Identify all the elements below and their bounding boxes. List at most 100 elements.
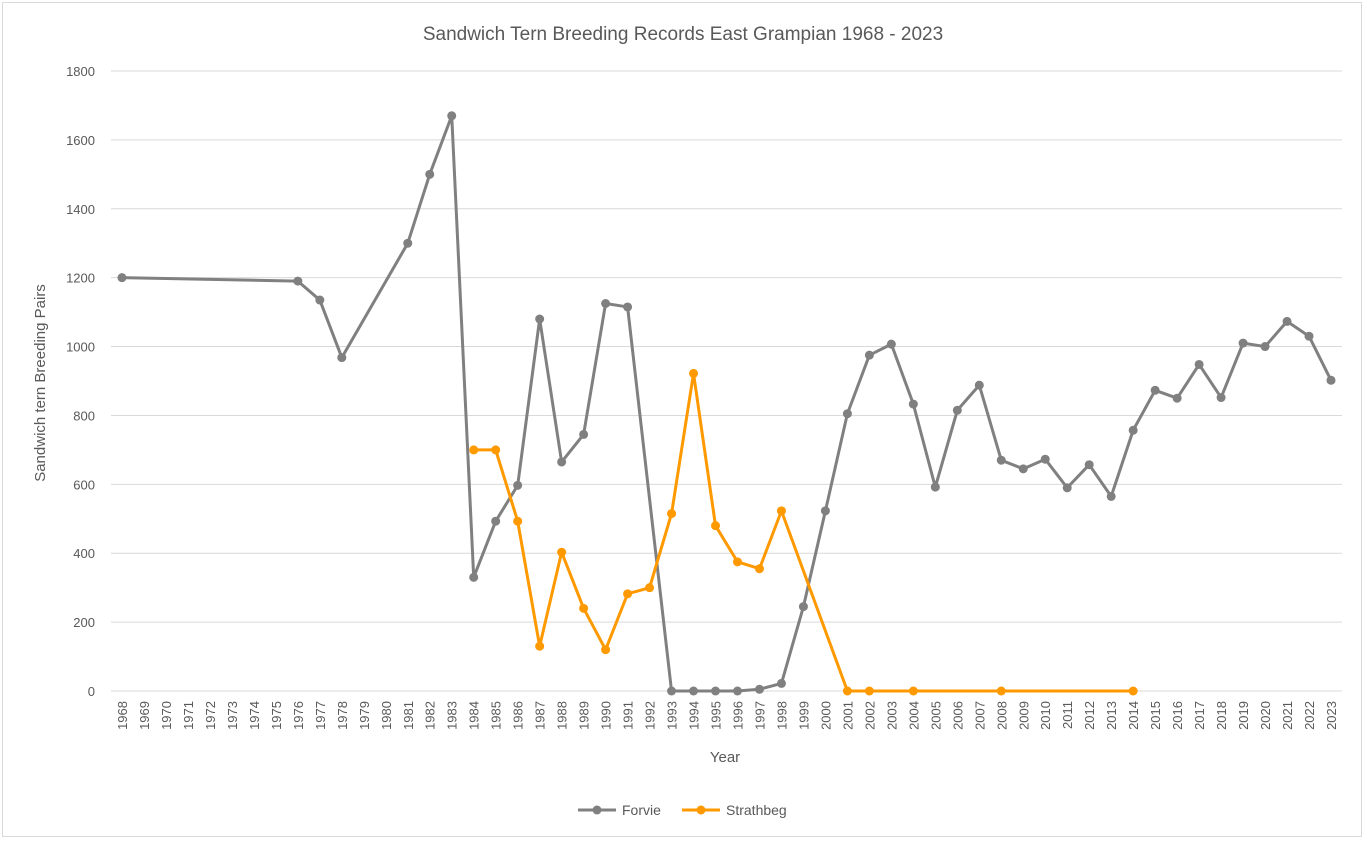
series-line [473,371,1134,693]
data-point [403,238,413,248]
x-tick-label: 1980 [379,701,394,730]
data-point [689,368,699,378]
data-point [1172,393,1182,403]
data-point [776,678,786,688]
data-point [1260,342,1270,352]
data-point [732,557,742,567]
data-point [491,445,501,455]
data-point [425,169,435,179]
y-tick-label: 800 [73,408,95,423]
x-tick-label: 1993 [665,701,680,730]
x-tick-label: 2014 [1126,701,1141,730]
x-tick-label: 2008 [994,701,1009,730]
data-point [1040,454,1050,464]
data-point [754,564,764,574]
y-tick-label: 1400 [66,202,95,217]
data-point [1194,359,1204,369]
series-forvie [117,111,1336,696]
x-tick-label: 1998 [774,701,789,730]
data-point [930,482,940,492]
x-tick-label: 2011 [1060,701,1075,729]
x-tick-label: 2019 [1236,701,1251,730]
data-point [974,380,984,390]
data-point [842,409,852,419]
legend-label: Forvie [622,802,661,818]
x-tick-label: 1983 [445,701,460,730]
data-point [667,509,677,519]
x-tick-label: 2022 [1302,701,1317,730]
line-chart: Sandwich Tern Breeding Records East Gram… [32,24,1342,818]
data-point [996,686,1006,696]
x-tick-label: 2023 [1324,701,1339,730]
x-tick-label: 1976 [291,701,306,730]
data-point [557,457,567,467]
x-tick-label: 2001 [840,701,855,730]
data-point [952,405,962,415]
x-tick-label: 1978 [335,701,350,730]
x-tick-label: 2002 [862,701,877,730]
x-tick-label: 1991 [621,701,636,730]
data-point [908,399,918,409]
data-point [1128,686,1138,696]
data-point [1018,464,1028,474]
data-point [579,603,589,613]
data-point [601,299,611,308]
x-tick-label: 1996 [730,701,745,730]
x-tick-label: 1997 [752,701,767,730]
data-point [337,353,347,363]
x-axis: 1968 1969 1970 1971 1972 1973 1974 1975 1976 1977… [115,701,1339,730]
data-point [535,314,545,324]
data-point [469,445,479,455]
x-tick-label: 2006 [950,701,965,730]
x-tick-label: 1975 [269,701,284,730]
legend-label: Strathbeg [726,802,787,818]
x-tick-label: 1969 [137,701,152,730]
data-point [601,645,611,655]
data-point [293,276,303,286]
x-tick-label: 2015 [1148,701,1163,730]
x-tick-label: 1992 [643,701,658,730]
data-point [117,273,127,283]
x-tick-label: 2005 [928,701,943,730]
legend-marker [592,805,602,815]
x-tick-label: 2003 [884,701,899,730]
data-point [1304,331,1314,341]
y-tick-label: 1600 [66,133,95,148]
data-point [535,641,545,651]
data-point [1128,425,1138,435]
gridlines [111,70,1342,692]
x-tick-label: 2000 [818,701,833,730]
data-point [1150,385,1160,395]
x-tick-label: 2004 [906,701,921,730]
y-tick-label: 400 [73,546,95,561]
legend: Forvie Strathbeg [578,802,787,818]
y-tick-label: 1800 [66,64,95,79]
x-tick-label: 2018 [1214,701,1229,730]
data-point [1326,375,1336,385]
data-point [842,686,852,696]
x-tick-label: 1972 [203,701,218,730]
data-point [1282,316,1292,326]
x-axis-title: Year [710,749,740,766]
data-point [908,686,918,696]
x-tick-label: 1974 [247,701,262,730]
legend-marker [696,805,706,815]
y-tick-label: 600 [73,477,95,492]
x-tick-label: 1985 [489,701,504,730]
data-point [315,295,325,305]
data-point [623,589,633,599]
data-point [689,686,699,696]
y-axis-title: Sandwich tern Breeding Pairs [32,284,49,482]
data-point [886,339,896,349]
x-tick-label: 1988 [555,701,570,730]
data-point [513,516,523,526]
x-tick-label: 2020 [1258,701,1273,730]
x-tick-label: 1989 [577,701,592,730]
series-strathbeg [469,368,1138,696]
y-tick-label: 1200 [66,271,95,286]
y-tick-label: 200 [73,615,95,630]
data-point [864,686,874,696]
data-point [820,506,830,516]
y-axis: 0 200 400 600 800 1000 1200 1400 1600 1800 [66,64,95,699]
x-tick-label: 1984 [467,701,482,730]
